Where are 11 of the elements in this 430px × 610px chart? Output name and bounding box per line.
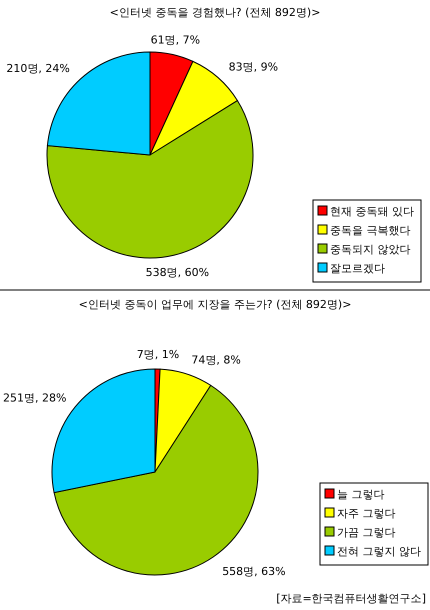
legend-label: 전혀 그렇지 않다	[337, 545, 421, 558]
legend-label: 중독되지 않았다	[330, 243, 410, 256]
legend-label: 중독을 극복했다	[330, 224, 410, 237]
legend-label: 자주 그렇다	[337, 507, 396, 520]
title: <인터넷 중독이 업무에 지장을 주는가? (전체 892명)>	[78, 298, 352, 311]
legend-label: 잘모르겠다	[330, 262, 385, 275]
legend-label: 현재 중독돼 있다	[330, 205, 414, 218]
legend-label: 늘 그렇다	[337, 488, 384, 501]
annotation: [자료=한국컴퓨터생활연구소]	[276, 592, 426, 605]
legend-label: 가끔 그렇다	[337, 526, 396, 539]
title: <인터넷 중독을 경험했나? (전체 892명)>	[110, 6, 320, 19]
